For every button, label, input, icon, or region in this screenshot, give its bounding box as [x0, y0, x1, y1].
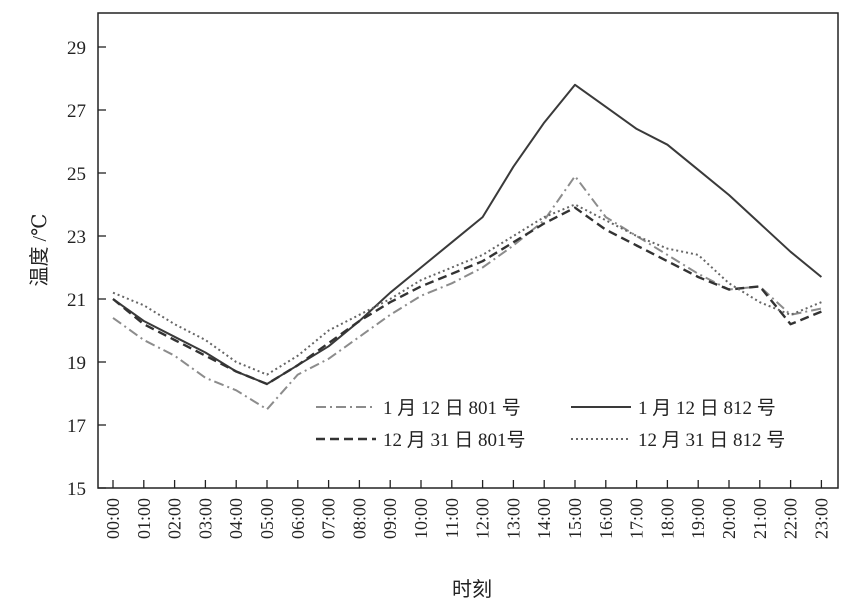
legend-label-2: 1 月 12 日 812 号	[638, 398, 776, 419]
y-tick-label: 23	[67, 227, 86, 248]
y-tick-label: 29	[67, 38, 86, 59]
x-tick-label: 18:00	[657, 498, 677, 539]
y-tick-label: 19	[67, 353, 86, 374]
x-tick-label: 15:00	[565, 498, 585, 539]
series-line-2	[112, 83, 823, 385]
series-line-1	[112, 175, 822, 411]
x-tick-label: 06:00	[288, 498, 308, 539]
x-tick-label: 14:00	[534, 498, 554, 539]
x-tick-label: 10:00	[411, 498, 431, 539]
y-tick-label: 15	[67, 479, 86, 500]
x-tick-label: 07:00	[319, 498, 339, 539]
x-tick-label: 01:00	[134, 498, 154, 539]
x-tick-label: 04:00	[226, 498, 246, 539]
x-tick-label: 13:00	[503, 498, 523, 539]
x-tick-label: 17:00	[627, 498, 647, 539]
y-tick-label: 21	[67, 290, 86, 311]
x-tick-label: 02:00	[165, 498, 185, 539]
y-axis-title: 温度 /℃	[28, 214, 51, 287]
series-lines	[112, 83, 823, 411]
legend: 1 月 12 日 801 号 1 月 12 日 812 号 12 月 31 日 80…	[316, 398, 785, 451]
x-tick-label: 05:00	[257, 498, 277, 539]
x-tick-label: 08:00	[349, 498, 369, 539]
legend-label-3: 12 月 31 日 801号	[383, 430, 526, 451]
series-line-3	[112, 206, 822, 386]
legend-label-1: 1 月 12 日 801 号	[383, 398, 521, 419]
legend-label-4: 12 月 31 日 812 号	[638, 430, 785, 451]
x-tick-label: 11:00	[442, 498, 462, 538]
x-tick-label: 00:00	[103, 498, 123, 539]
y-tick-label: 25	[67, 164, 86, 185]
series-line-4	[112, 203, 822, 376]
x-tick-label: 22:00	[781, 498, 801, 539]
x-tick-label: 21:00	[750, 498, 770, 539]
x-tick-label: 23:00	[811, 498, 831, 539]
y-tick-label: 17	[67, 416, 86, 437]
x-tick-label: 20:00	[719, 498, 739, 539]
x-tick-label: 19:00	[688, 498, 708, 539]
x-tick-label: 12:00	[473, 498, 493, 539]
y-axis: 15 17 19 21 23 25 27 29	[67, 38, 106, 500]
plot-frame	[97, 12, 839, 489]
x-axis-title: 时刻	[452, 578, 492, 601]
y-tick-label: 27	[67, 101, 86, 122]
x-axis: 00:00 01:00 02:00 03:00 04:00 05:00 06:00 07:00…	[103, 480, 831, 539]
x-tick-label: 16:00	[596, 498, 616, 539]
x-tick-label: 03:00	[195, 498, 215, 539]
x-tick-label: 09:00	[380, 498, 400, 539]
